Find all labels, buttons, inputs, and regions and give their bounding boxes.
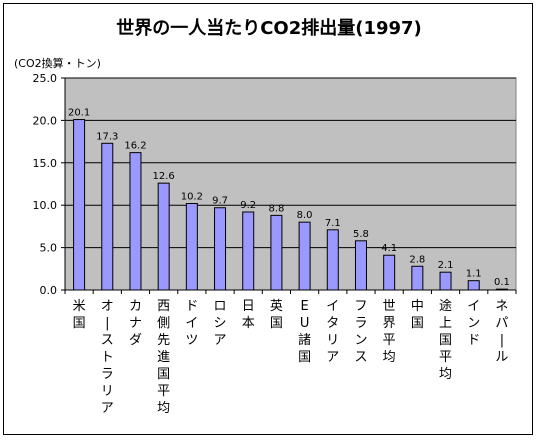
- bar-value-label: 5.8: [353, 229, 369, 240]
- bar-value-label: 0.1: [494, 277, 510, 288]
- bar: [129, 152, 142, 291]
- y-tick-label: 10.0: [33, 199, 58, 212]
- x-tick-label: E U 諸国: [298, 299, 311, 365]
- y-tick-label: 5.0: [40, 242, 58, 255]
- bar-value-label: 1.1: [466, 269, 482, 280]
- bar: [354, 240, 367, 291]
- bar: [467, 280, 480, 291]
- x-tick-label: 世界平均: [383, 299, 396, 365]
- x-tick-label: ロシア: [214, 299, 227, 348]
- bar: [411, 265, 424, 291]
- bar: [439, 271, 452, 291]
- y-tick-label: 15.0: [33, 157, 58, 170]
- y-tick-label: 20.0: [33, 114, 58, 127]
- bar-value-label: 9.2: [240, 200, 256, 211]
- bar-value-label: 10.2: [181, 192, 203, 203]
- y-axis-unit-label: (CO2換算・トン): [14, 57, 101, 70]
- bar-value-label: 8.0: [297, 210, 313, 221]
- bar: [298, 221, 311, 291]
- bar: [101, 142, 114, 291]
- bar: [326, 229, 339, 291]
- bar-value-label: 12.6: [153, 171, 175, 182]
- chart-title: 世界の一人当たりCO2排出量(1997): [116, 18, 422, 39]
- bar: [185, 203, 198, 291]
- bar: [214, 207, 227, 291]
- bar-value-label: 2.1: [438, 260, 454, 271]
- x-tick-label: ネパ|ル: [495, 299, 508, 365]
- bar: [242, 211, 255, 291]
- bar-value-label: 16.2: [124, 141, 146, 152]
- bar: [73, 119, 86, 291]
- x-tick-label: カナダ: [129, 299, 142, 348]
- x-tick-label: 英国: [270, 299, 283, 331]
- y-tick-label: 0.0: [40, 284, 58, 297]
- x-tick-label: フランス: [354, 299, 367, 365]
- x-tick-label: オ|ストラリア: [101, 299, 114, 416]
- x-tick-label: 日本: [242, 299, 255, 331]
- x-tick-label: ドイツ: [185, 299, 198, 348]
- x-tick-label: イタリア: [326, 299, 339, 365]
- bar-value-label: 9.7: [212, 196, 228, 207]
- x-tick-label: 米国: [73, 299, 86, 331]
- bar-value-label: 20.1: [68, 108, 90, 119]
- bar-value-label: 2.8: [409, 254, 425, 265]
- plot-area: 0.0 5.0 10.0 15.0 20.0 25.0 20.1 米国 17.3 オ|ストラリア 1…: [33, 72, 517, 416]
- bar: [157, 182, 170, 291]
- bar: [495, 288, 508, 291]
- bar-value-label: 17.3: [96, 131, 118, 142]
- bar-value-label: 8.8: [268, 203, 284, 214]
- bar: [383, 254, 396, 291]
- x-tick-label: 中国: [411, 299, 424, 331]
- bar-value-label: 4.1: [381, 243, 397, 254]
- x-tick-label: 西側先進国平均: [157, 299, 170, 416]
- bar-value-label: 7.1: [325, 218, 341, 229]
- x-tick-label: インド: [467, 299, 480, 348]
- bar: [270, 214, 283, 291]
- y-tick-label: 25.0: [33, 72, 58, 85]
- x-tick-label: 途上国平均: [439, 298, 452, 382]
